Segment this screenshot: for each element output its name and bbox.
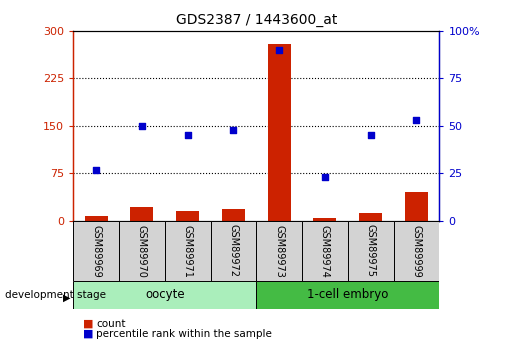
- Bar: [119, 221, 165, 281]
- Point: [138, 123, 146, 129]
- Text: GSM89971: GSM89971: [183, 225, 192, 277]
- Text: GSM89969: GSM89969: [91, 225, 101, 277]
- Bar: [348, 221, 393, 281]
- Point: [321, 175, 329, 180]
- Text: ■: ■: [83, 329, 94, 339]
- Text: percentile rank within the sample: percentile rank within the sample: [96, 329, 272, 339]
- Bar: [85, 216, 108, 221]
- Text: GSM89974: GSM89974: [320, 225, 330, 277]
- Text: GSM89973: GSM89973: [274, 225, 284, 277]
- Bar: [257, 221, 302, 281]
- Point: [413, 117, 421, 123]
- Point: [367, 133, 375, 138]
- Bar: [302, 221, 348, 281]
- Bar: [165, 221, 211, 281]
- Bar: [314, 218, 336, 221]
- Text: development stage: development stage: [5, 290, 106, 300]
- Bar: [130, 207, 154, 221]
- Text: oocyte: oocyte: [145, 288, 184, 302]
- Text: GSM89972: GSM89972: [228, 225, 238, 277]
- Point: [184, 133, 192, 138]
- Bar: [73, 221, 119, 281]
- Text: GSM89975: GSM89975: [366, 225, 376, 277]
- Text: 1-cell embryo: 1-cell embryo: [307, 288, 388, 302]
- Bar: [359, 213, 382, 221]
- Bar: [268, 44, 290, 221]
- Text: ■: ■: [83, 319, 94, 328]
- Bar: [222, 209, 245, 221]
- Text: GSM89999: GSM89999: [412, 225, 422, 277]
- Bar: [393, 221, 439, 281]
- Title: GDS2387 / 1443600_at: GDS2387 / 1443600_at: [176, 13, 337, 27]
- Bar: [211, 221, 257, 281]
- Bar: [73, 281, 257, 309]
- Point: [275, 47, 283, 53]
- Bar: [405, 193, 428, 221]
- Point: [92, 167, 100, 172]
- Text: ▶: ▶: [63, 293, 70, 302]
- Text: GSM89970: GSM89970: [137, 225, 147, 277]
- Point: [229, 127, 237, 132]
- Bar: [176, 211, 199, 221]
- Text: count: count: [96, 319, 125, 328]
- Bar: [257, 281, 439, 309]
